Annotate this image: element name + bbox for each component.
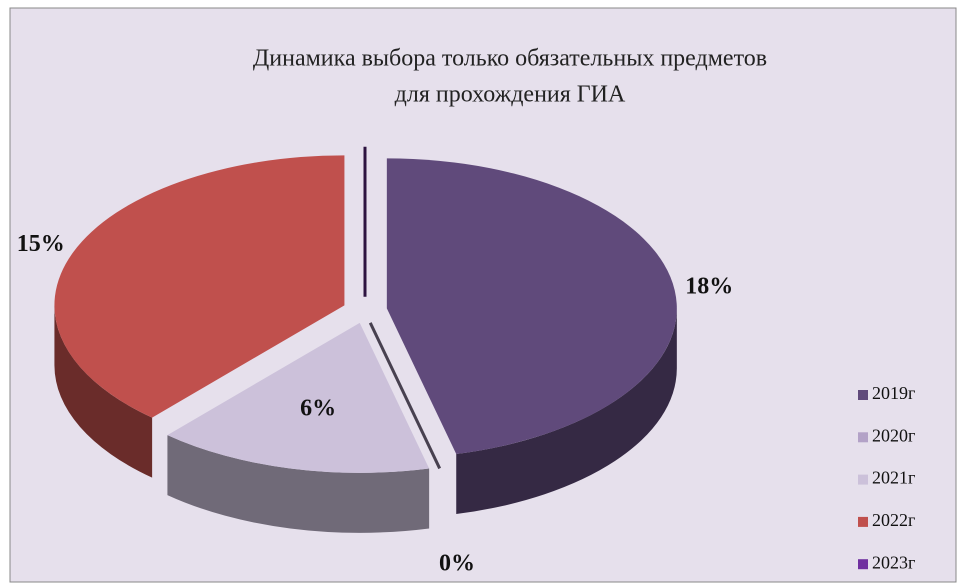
data-label: 15% (17, 231, 65, 257)
legend-label: 2021г (872, 468, 915, 488)
legend-swatch (858, 474, 868, 485)
pie-wall (54, 305, 153, 478)
legend-label: 2020г (872, 425, 915, 445)
data-label: 0% (439, 550, 475, 576)
data-label: 6% (300, 396, 336, 422)
data-label: 18% (685, 274, 733, 300)
legend-label: 2019г (872, 383, 915, 403)
chart-title: Динамика выбора только обязательных пред… (253, 46, 767, 72)
chart-subtitle: для прохождения ГИА (395, 82, 626, 108)
legend-label: 2022г (872, 510, 915, 530)
legend-swatch (858, 516, 868, 527)
pie-slice (167, 322, 430, 473)
pie-slice (54, 155, 345, 418)
pie-slice (386, 158, 677, 455)
legend-swatch (858, 390, 868, 400)
pie-wall (167, 435, 430, 533)
legend-swatch (858, 559, 868, 570)
pie-wall (456, 308, 677, 515)
legend-label: 2023г (872, 552, 915, 572)
legend-swatch (858, 432, 868, 443)
pie-slice (368, 322, 442, 470)
